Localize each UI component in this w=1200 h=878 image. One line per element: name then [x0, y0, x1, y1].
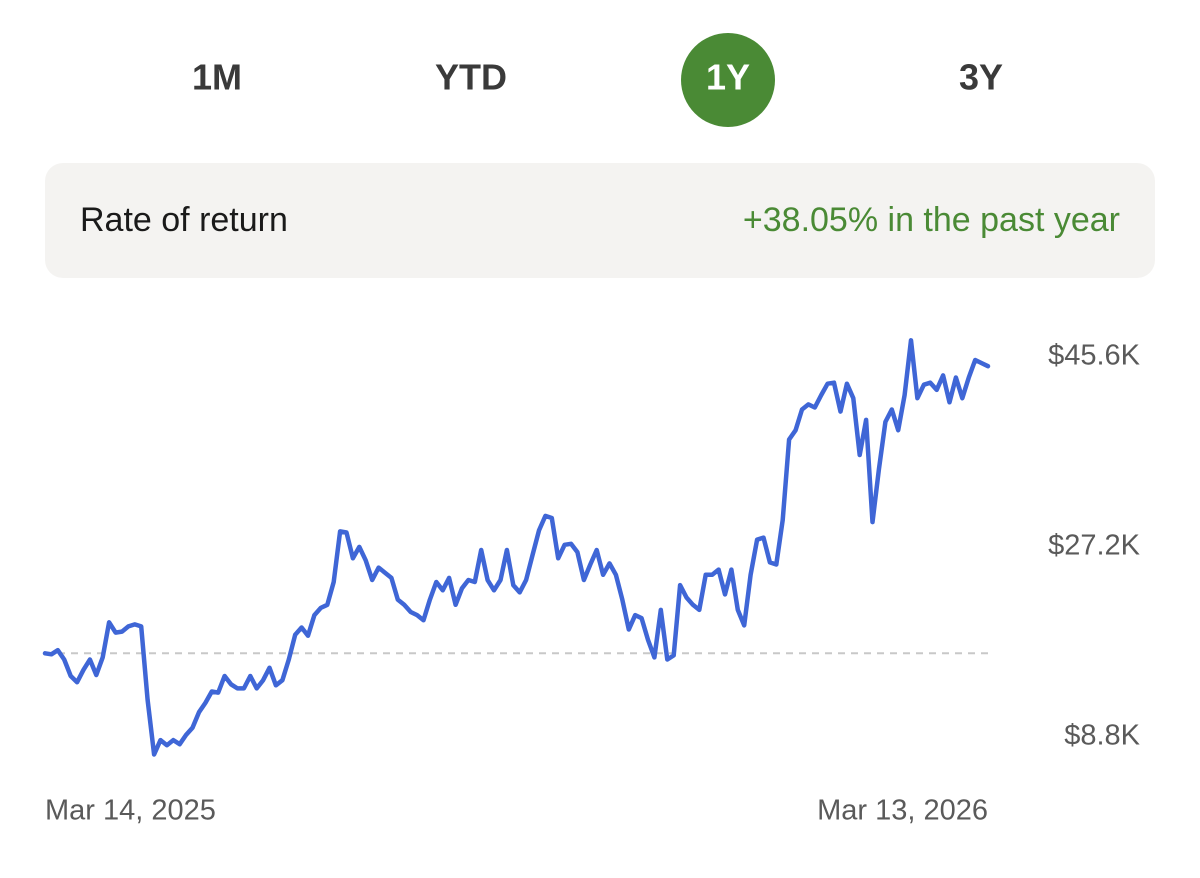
- y-tick-label: $8.8K: [1064, 720, 1140, 752]
- tab[interactable]: 1M: [192, 57, 242, 98]
- x-tick-label: Mar 14, 2025: [45, 795, 216, 827]
- x-tick-label: Mar 13, 2026: [817, 795, 988, 827]
- y-tick-label: $27.2K: [1048, 530, 1141, 562]
- tab-selected-bg[interactable]: [681, 33, 775, 127]
- tab[interactable]: YTD: [435, 57, 507, 98]
- summary-label: Rate of return: [80, 201, 288, 239]
- summary-box: [45, 163, 1155, 278]
- line-series: [42, 338, 991, 757]
- tab[interactable]: 3Y: [959, 57, 1003, 98]
- y-tick-label: $45.6K: [1048, 340, 1141, 372]
- chart: $8.8K $27.2K $45.6K Mar 14, 2025 Mar 13, 202…: [42, 338, 1141, 827]
- summary-value: +38.05% in the past year: [743, 201, 1120, 239]
- tab[interactable]: 1Y: [706, 57, 750, 98]
- tab-bar: 1M YTD 1Y 3Y: [192, 33, 1003, 127]
